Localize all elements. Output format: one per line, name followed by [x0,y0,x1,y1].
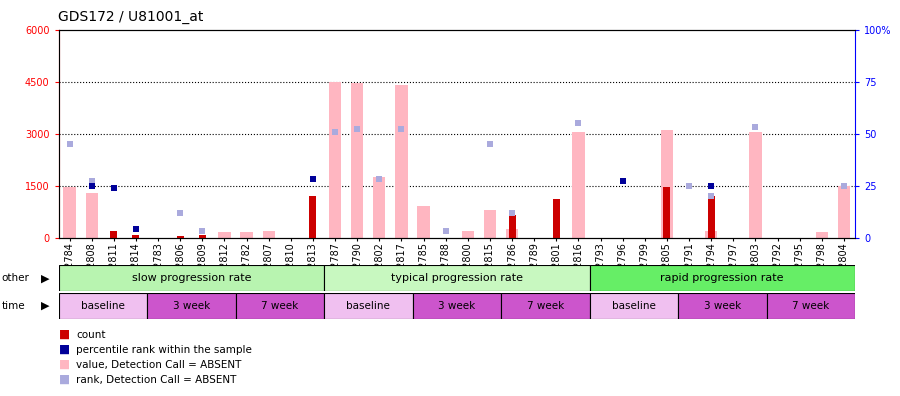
Text: ■: ■ [58,373,69,386]
Text: 3 week: 3 week [438,301,475,311]
Text: baseline: baseline [81,301,125,311]
Bar [176,236,184,238]
Bar [310,196,317,238]
Text: rank, Detection Call = ABSENT: rank, Detection Call = ABSENT [76,375,237,385]
Bar [374,177,385,238]
Bar [462,230,474,238]
Text: value, Detection Call = ABSENT: value, Detection Call = ABSENT [76,360,242,370]
Text: slow progression rate: slow progression rate [131,273,251,283]
Bar [58,293,147,319]
Bar [508,215,516,238]
Bar [86,192,98,238]
Bar [147,293,236,319]
Bar [236,293,324,319]
Bar [111,230,117,238]
Bar [132,235,140,238]
Text: baseline: baseline [346,301,391,311]
Bar [324,265,590,291]
Bar [838,186,850,238]
Bar [324,293,412,319]
Text: time: time [2,301,25,311]
Bar [553,200,560,238]
Bar [678,293,767,319]
Bar [263,230,274,238]
Text: 3 week: 3 week [704,301,741,311]
Text: other: other [2,273,30,284]
Bar [501,293,590,319]
Bar [707,196,715,238]
Text: 7 week: 7 week [526,301,564,311]
Text: ■: ■ [58,343,69,356]
Text: ▶: ▶ [40,273,49,284]
Bar [590,265,855,291]
Bar [767,293,855,319]
Bar [395,85,408,238]
Bar [412,293,501,319]
Bar [705,230,717,238]
Text: ■: ■ [58,358,69,371]
Bar [219,232,230,238]
Text: ▶: ▶ [40,301,49,311]
Text: baseline: baseline [612,301,656,311]
Bar [418,206,429,238]
Text: count: count [76,329,106,340]
Bar [58,265,324,291]
Bar [572,132,584,238]
Text: 7 week: 7 week [261,301,299,311]
Text: 7 week: 7 week [792,301,830,311]
Text: typical progression rate: typical progression rate [391,273,523,283]
Bar [663,187,670,238]
Bar [199,235,206,238]
Text: GDS172 / U81001_at: GDS172 / U81001_at [58,10,204,24]
Text: ■: ■ [58,328,69,341]
Bar [64,187,76,238]
Bar [661,130,673,238]
Bar [750,132,761,238]
Bar [329,82,341,238]
Bar [351,84,364,238]
Text: 3 week: 3 week [173,301,210,311]
Text: rapid progression rate: rapid progression rate [661,273,784,283]
Text: percentile rank within the sample: percentile rank within the sample [76,345,252,355]
Bar [240,232,253,238]
Bar [590,293,678,319]
Bar [815,232,828,238]
Bar [506,229,518,238]
Bar [484,210,496,238]
